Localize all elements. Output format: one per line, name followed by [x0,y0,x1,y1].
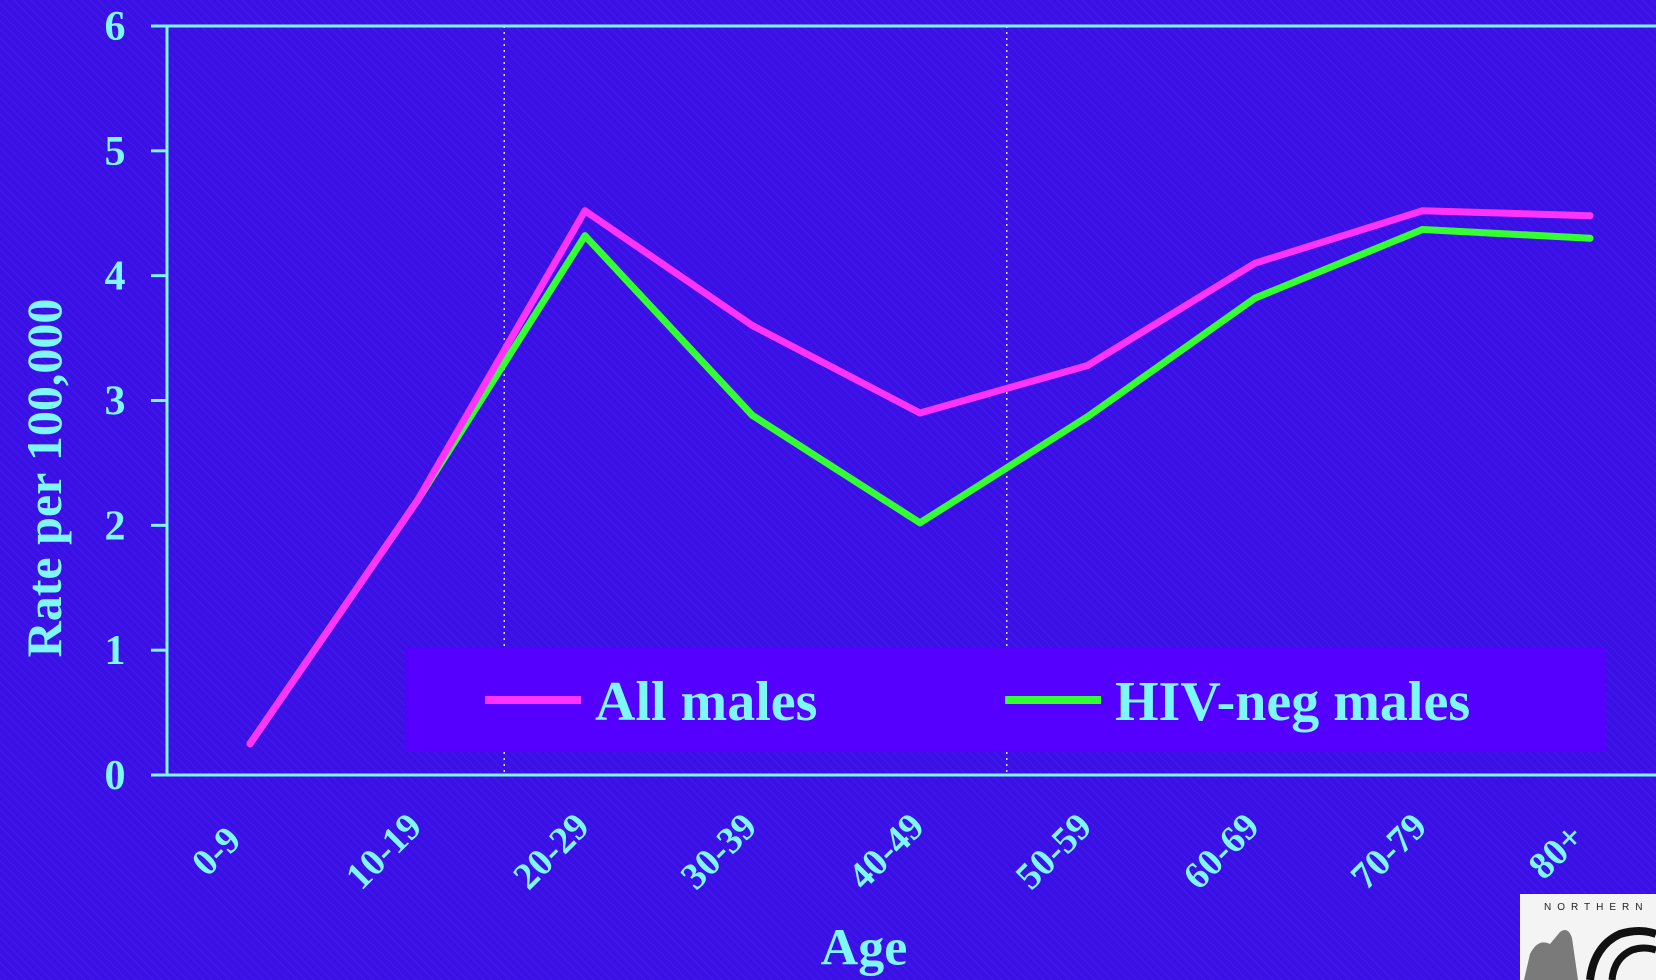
series-1-point [246,740,254,748]
y-tick-label: 4 [105,254,126,300]
x-tick-label: 80+ [1521,816,1593,888]
x-tick-label: 70-79 [1343,805,1435,897]
y-tick-label: 0 [105,753,126,799]
legend-label-2: HIV-neg males [1115,671,1470,733]
x-axis-title: Age [820,919,908,977]
tick-labels: 0 1 2 3 4 5 6 0-9 10-19 20-29 30-39 40-49 50-59 60-69… [105,4,1593,898]
y-tick-label: 1 [105,628,126,674]
series-2-point [1586,234,1594,242]
x-tick-label: 50-59 [1008,805,1100,897]
logo-mark-icon [1524,927,1656,980]
series-2-point [581,232,589,240]
x-tick-label: 30-39 [673,805,765,897]
series-1-point [916,409,924,417]
series-2-point [1084,413,1091,421]
series-2-point [916,519,924,527]
series-1-point [1419,207,1426,215]
y-axis-title: Rate per 100,000 [16,298,72,658]
series-2-point [749,411,756,419]
series-2-point [1251,294,1259,302]
series-1-point [1251,259,1259,267]
series-2-point [1419,225,1426,233]
x-tick-label: 10-19 [338,805,430,897]
y-tick-label: 5 [105,129,126,175]
x-tick-label: 20-29 [505,805,597,897]
legend: All males HIV-neg males [405,648,1605,752]
y-tick-label: 6 [105,4,126,50]
x-tick-label: 0-9 [184,819,250,885]
logo-text: NORTHERN CALIFORNIA [1544,902,1656,913]
series-1-point [414,496,421,504]
x-tick-label: 40-49 [840,805,932,897]
series-1-point [1586,212,1594,220]
x-tick-label: 60-69 [1175,805,1267,897]
legend-label-1: All males [595,671,817,733]
y-tick-label: 2 [105,503,126,549]
series-1-point [749,322,756,330]
axes [151,24,1656,777]
series-lines [246,207,1594,748]
series-1-point [1084,362,1091,370]
series-1-point [581,207,589,215]
y-tick-label: 3 [105,379,126,425]
organization-logo: NORTHERN CALIFORNIA [1520,894,1656,980]
